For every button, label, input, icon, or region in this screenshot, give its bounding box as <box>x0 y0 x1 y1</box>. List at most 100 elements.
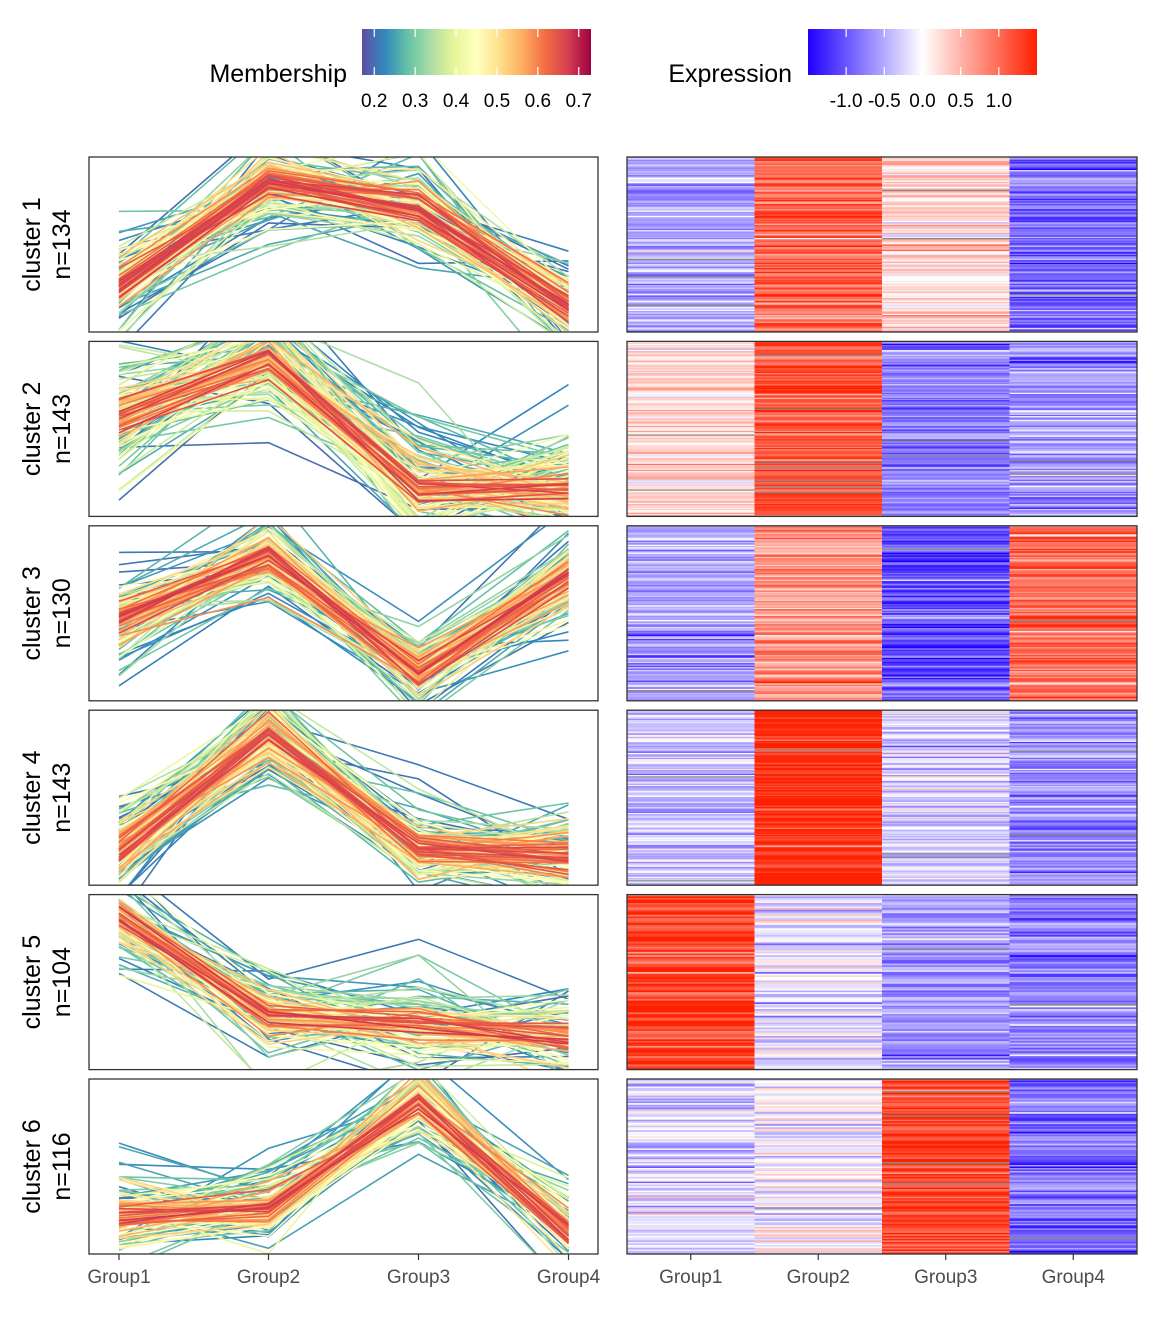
heatmap-cell <box>1009 277 1137 279</box>
heatmap-cell <box>627 256 755 258</box>
heatmap-cell <box>882 1116 1010 1119</box>
heatmap-cell <box>882 1183 1010 1185</box>
heatmap-cell <box>1009 541 1137 544</box>
heatmap-cell <box>627 842 755 844</box>
heatmap-cell <box>882 1186 1010 1188</box>
heatmap-cell <box>754 748 882 750</box>
heatmap-cell <box>1009 1062 1137 1065</box>
heatmap-cell <box>1009 817 1137 820</box>
heatmap-cell <box>627 1205 755 1208</box>
heatmap-cell <box>882 861 1010 864</box>
heatmap-cell <box>754 300 882 303</box>
heatmap-cell <box>882 312 1010 315</box>
heatmap-cell <box>627 509 755 511</box>
heatmap-cell <box>882 210 1010 213</box>
heatmap-cell <box>754 187 882 189</box>
heatmap-cell <box>882 485 1010 488</box>
heatmap-cell <box>627 532 755 535</box>
heatmap-cell <box>754 1250 882 1253</box>
heatmap-cell <box>882 213 1010 215</box>
heatmap-cell <box>882 304 1010 307</box>
heatmap-cell <box>754 633 882 636</box>
heatmap-cell <box>1009 316 1137 318</box>
heatmap-cell <box>882 717 1010 720</box>
heatmap-cell <box>882 1030 1010 1033</box>
heatmap-cell <box>882 369 1010 372</box>
heatmap-cell <box>882 200 1010 202</box>
heatmap-cell <box>1009 1012 1137 1015</box>
heatmap-cell <box>627 680 755 683</box>
heatmap-cell <box>754 1030 882 1033</box>
heatmap-cell <box>754 435 882 438</box>
heatmap-cell <box>882 527 1010 529</box>
heatmap-cell <box>627 879 755 881</box>
heatmap-cell <box>882 685 1010 688</box>
heatmap-cell <box>627 972 755 974</box>
heatmap-cell <box>627 744 755 746</box>
heatmap-cell <box>754 1061 882 1064</box>
heatmap-cell <box>1009 1208 1137 1211</box>
heatmap-cell <box>627 591 755 594</box>
heatmap-cell <box>754 1113 882 1116</box>
heatmap-cell <box>882 918 1010 921</box>
heatmap-cell <box>1009 1014 1137 1017</box>
heatmap-cell <box>1009 1250 1137 1253</box>
heatmap-cell <box>1009 405 1137 407</box>
heatmap-cell <box>627 868 755 870</box>
heatmap-cell <box>754 1133 882 1136</box>
heatmap-cell <box>882 513 1010 516</box>
heatmap-cell <box>754 491 882 494</box>
heatmap-cell <box>627 537 755 540</box>
heatmap-cell <box>627 431 755 434</box>
heatmap-cell <box>627 180 755 183</box>
heatmap-cell <box>754 472 882 474</box>
heatmap-cell <box>1009 815 1137 817</box>
heatmap-cell <box>627 690 755 692</box>
heatmap-cell <box>882 190 1010 193</box>
heatmap-cell <box>627 724 755 727</box>
heatmap-cell <box>882 1133 1010 1136</box>
heatmap-cell <box>1009 558 1137 560</box>
heatmap-cell <box>754 636 882 638</box>
heatmap-cell <box>627 1022 755 1025</box>
heatmap-cell <box>754 348 882 351</box>
heatmap-cell <box>754 345 882 347</box>
heatmap-cell <box>754 294 882 296</box>
heatmap-cell <box>1009 269 1137 271</box>
heatmap-cell <box>1009 880 1137 882</box>
heatmap-cell <box>754 677 882 680</box>
heatmap-cell <box>882 1243 1010 1246</box>
heatmap-cell <box>1009 422 1137 424</box>
heatmap-cell <box>627 1142 755 1145</box>
heatmap-cell <box>627 909 755 912</box>
heatmap-cell <box>882 783 1010 786</box>
heatmap-cell <box>627 428 755 430</box>
heatmap-cell <box>754 872 882 875</box>
heatmap-cell <box>754 258 882 261</box>
heatmap-cell <box>882 275 1010 278</box>
heatmap-cell <box>882 495 1010 498</box>
heatmap-cell <box>627 1112 755 1114</box>
heatmap-cell <box>627 1113 755 1116</box>
heatmap-cell <box>627 1157 755 1160</box>
heatmap-cell <box>882 184 1010 187</box>
heatmap-cell <box>627 813 755 815</box>
heatmap-cell <box>1009 605 1137 607</box>
heatmap-cell <box>627 1145 755 1148</box>
heatmap-cell <box>627 732 755 734</box>
heatmap-cell <box>882 1039 1010 1042</box>
heatmap-cell <box>1009 857 1137 859</box>
heatmap-cell <box>882 211 1010 214</box>
heatmap-cell <box>1009 667 1137 669</box>
heatmap-cell <box>627 671 755 673</box>
heatmap-cell <box>754 318 882 321</box>
heatmap-cell <box>754 551 882 554</box>
heatmap-cell <box>627 298 755 300</box>
heatmap-cell <box>1009 1246 1137 1249</box>
heatmap-cell <box>1009 427 1137 429</box>
heatmap-cell <box>882 367 1010 369</box>
heatmap-cell <box>1009 1229 1137 1232</box>
heatmap-cell <box>882 496 1010 499</box>
heatmap-cell <box>754 766 882 769</box>
heatmap-cell <box>1009 423 1137 425</box>
